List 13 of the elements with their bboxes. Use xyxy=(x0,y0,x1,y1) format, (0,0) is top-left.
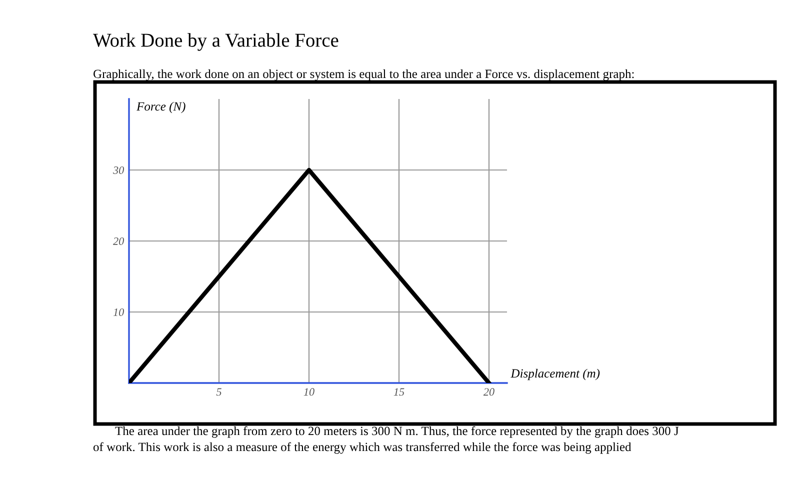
y-tick-label: 10 xyxy=(113,308,124,316)
text: The area under the graph from zero to 20 meters is 300 N m. Thus, the force represented by the graph does 300 J xyxy=(115,426,679,438)
x-axis-title: Displacement (m) xyxy=(510,368,600,380)
chart-title: Work Done by a Variable Force xyxy=(93,33,338,51)
x-tick-label: 10 xyxy=(304,388,314,396)
x-tick-label: 20 xyxy=(483,388,494,396)
x-tick-label: 15 xyxy=(394,388,404,396)
y-axis-title: Force (N) xyxy=(136,102,186,114)
y-tick-label: 20 xyxy=(113,237,124,245)
text: of work. This work is also a measure of the energy which was transferred while the force was being applied xyxy=(93,442,632,454)
y-tick-label: 30 xyxy=(113,166,124,174)
chart-subtitle: Graphically, the work done on an object or system is equal to the area under a Force vs. displacement graph: xyxy=(94,69,634,81)
x-tick-label: 5 xyxy=(216,388,222,396)
